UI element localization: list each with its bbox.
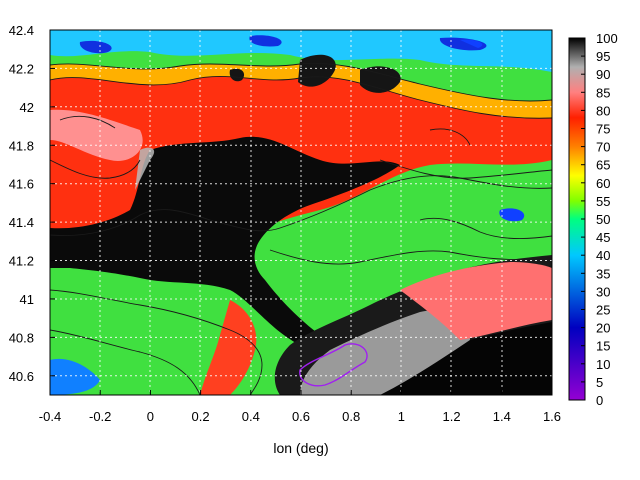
field-black-bottom-right [380,322,552,395]
colorbar-tick-label: 45 [596,230,610,245]
y-axis: 40.6 40.8 41 41.2 41.4 41.6 41.8 42 42.2 42.4 [9,23,55,384]
colorbar-tick-label: 75 [596,122,610,137]
field-top-dark-holes [229,54,401,93]
x-tick-label: 0.6 [292,409,310,424]
x-tick-label: -0.4 [39,409,61,424]
y-tick-label: 42.4 [9,23,34,38]
colorbar-tick-label: 70 [596,140,610,155]
x-tick-label: 0 [147,409,154,424]
colorbar-tick-label: 15 [596,339,610,354]
field-salmon-right [400,262,552,340]
field-yellow-band [50,63,552,119]
colorbar-tick-label: 20 [596,321,610,336]
x-axis: -0.4 -0.2 0 0.2 0.4 0.6 0.8 1 1.2 1.4 1.6 [39,390,561,424]
colorbar-tick-label: 30 [596,284,610,299]
colorbar-tick-label: 55 [596,194,610,209]
colorbar-tick-label: 100 [596,31,618,46]
y-tick-label: 41.6 [9,177,34,192]
colorbar-tick-label: 50 [596,212,610,227]
x-tick-label: 1.2 [443,409,461,424]
y-tick-label: 41.2 [9,254,34,269]
field-lower-left-red [200,300,257,395]
y-tick-label: 40.8 [9,330,34,345]
x-tick-label: 0.2 [192,409,210,424]
plot-area [50,30,552,395]
y-tick-label: 41.4 [9,215,34,230]
field-pink-left [50,109,143,161]
x-tick-label: 0.4 [242,409,260,424]
colorbar-tick-label: 95 [596,49,610,64]
colorbar-tick-label: 0 [596,393,603,408]
y-tick-label: 40.6 [9,369,34,384]
colorbar-tick-label: 5 [596,375,603,390]
colorbar-tick-label: 25 [596,303,610,318]
x-axis-label: lon (deg) [273,440,328,456]
colorbar-tick-label: 90 [596,67,610,82]
colorbar-ticks: 0 5 10 15 20 25 30 35 40 45 50 55 60 65 70 75 80 85 90 95 10… [581,31,618,408]
y-tick-label: 41.8 [9,138,34,153]
x-tick-label: 1.6 [543,409,561,424]
colorbar-tick-label: 40 [596,248,610,263]
x-tick-label: -0.2 [89,409,111,424]
x-tick-label: 0.8 [342,409,360,424]
field-lower-left-blue [50,358,100,395]
colorbar-tick-label: 85 [596,85,610,100]
x-tick-label: 1.4 [493,409,511,424]
colorbar-tick-label: 10 [596,357,610,372]
colorbar: 0 5 10 15 20 25 30 35 40 45 50 55 60 65 70 75 80 85 90 95 10… [568,31,618,408]
field-dark-center [50,136,400,345]
y-tick-label: 42.2 [9,61,34,76]
y-tick-label: 42 [20,100,34,115]
x-tick-label: 1 [398,409,405,424]
colorbar-tick-label: 65 [596,158,610,173]
field-purple-patch [299,343,368,387]
colorbar-tick-label: 60 [596,176,610,191]
colorbar-tick-label: 35 [596,266,610,281]
y-tick-label: 41 [20,292,34,307]
grid-lines [50,30,552,395]
colorbar-tick-label: 80 [596,103,610,118]
